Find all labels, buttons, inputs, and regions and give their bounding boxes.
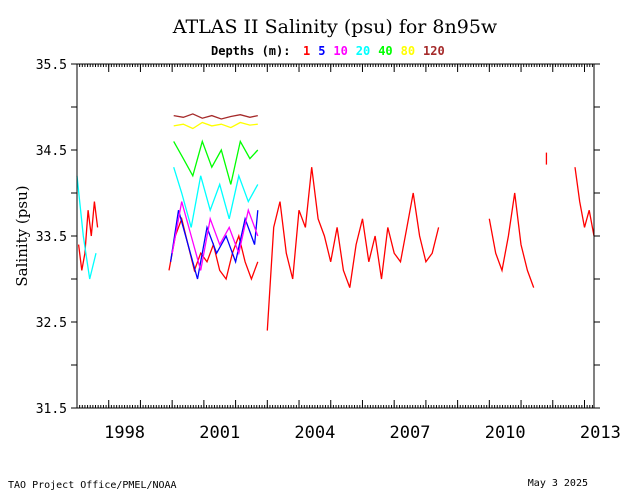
- series-20-segment-0: [76, 175, 97, 280]
- y-axis-label: Salinity (psu): [13, 185, 31, 286]
- series-1-segment-2: [266, 167, 440, 331]
- x-tick-label: 2004: [294, 423, 335, 443]
- legend-entry-80: 80: [401, 44, 415, 58]
- series-40-segment-0: [173, 139, 259, 185]
- axes-layer: 1998 2001 2004 2007 2010 2013 31.5 32.5 33.5 34.5…: [36, 58, 621, 443]
- series-20-segment-1: [173, 167, 259, 228]
- series-80-segment-0: [173, 121, 258, 130]
- series-120-segment-0: [173, 113, 258, 120]
- x-tick-label: 2001: [199, 423, 240, 443]
- legend-entry-1: 1: [303, 44, 310, 58]
- y-tick-label: 31.5: [36, 402, 67, 417]
- legend-entry-10: 10: [333, 44, 347, 58]
- y-tick-label: 32.5: [36, 316, 67, 331]
- x-tick-label: 2007: [390, 423, 431, 443]
- legend-entry-5: 5: [318, 44, 325, 58]
- legend-title: Depths (m):: [211, 44, 290, 58]
- series-1-segment-3: [488, 192, 535, 288]
- legend-entry-40: 40: [378, 44, 392, 58]
- series-10-segment-0: [171, 201, 259, 271]
- y-tick-label: 34.5: [36, 144, 67, 159]
- y-tick-label: 33.5: [36, 230, 67, 245]
- legend-entry-120: 120: [423, 44, 445, 58]
- footer-right: May 3 2025: [528, 478, 588, 489]
- chart-title: ATLAS II Salinity (psu) for 8n95w: [172, 16, 498, 38]
- y-tick-label: 35.5: [36, 58, 67, 73]
- series-5-segment-0: [169, 210, 259, 280]
- series-1-segment-5: [574, 167, 595, 237]
- series-1-segment-0: [77, 201, 99, 271]
- series-layer: [76, 113, 595, 331]
- footer-left: TAO Project Office/PMEL/NOAA: [8, 480, 177, 491]
- x-tick-label: 2010: [485, 423, 526, 443]
- depth-legend: Depths (m): 1 5 10 20 40 80 120: [211, 44, 445, 58]
- x-tick-label: 2013: [580, 423, 621, 443]
- x-tick-label: 1998: [104, 423, 145, 443]
- legend-entry-20: 20: [356, 44, 370, 58]
